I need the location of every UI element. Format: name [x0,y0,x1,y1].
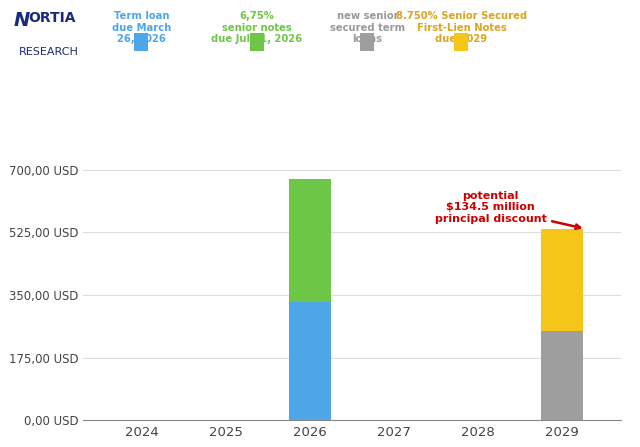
Text: ORTIA: ORTIA [28,11,76,25]
Bar [289,179,331,302]
Text: N: N [14,11,31,30]
Text: new senior
secured term
loans: new senior secured term loans [330,11,405,44]
Text: RESEARCH: RESEARCH [19,47,79,57]
Text: Term loan
due March
26, 2026: Term loan due March 26, 2026 [112,11,171,44]
Bar [541,229,583,331]
Bar [289,302,331,420]
Text: 6,75%
senior notes
due July 1, 2026: 6,75% senior notes due July 1, 2026 [211,11,302,44]
Text: potential
$134.5 million
principal discount: potential $134.5 million principal disco… [435,191,580,229]
Text: 8.750% Senior Secured
First-Lien Notes
due 2029: 8.750% Senior Secured First-Lien Notes d… [396,11,527,44]
Bar [541,331,583,420]
